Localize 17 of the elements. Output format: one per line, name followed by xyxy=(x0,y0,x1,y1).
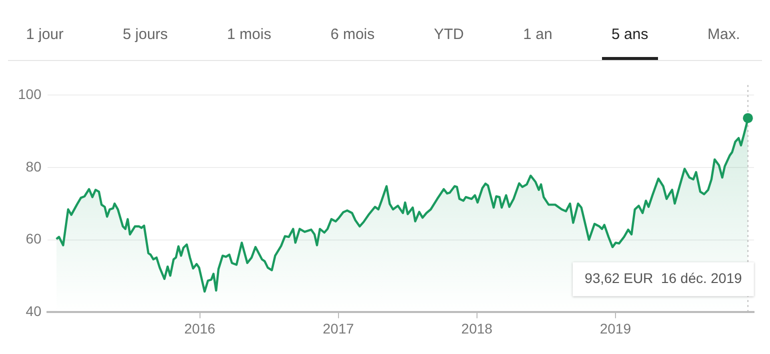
x-tick-label: 2017 xyxy=(322,320,354,336)
annotation: 93,62 EUR 16 déc. 2019 xyxy=(584,270,742,286)
x-tick-label: 2016 xyxy=(184,320,216,336)
text: YTD xyxy=(432,26,465,45)
x-tick-label: 2019 xyxy=(600,320,632,336)
text: Max. xyxy=(706,26,741,45)
y-tick-label: 80 xyxy=(26,158,42,174)
text: 1 an xyxy=(522,26,554,45)
x-tick-label: 2018 xyxy=(461,320,493,336)
y-tick-label: 60 xyxy=(26,230,42,247)
text: 1 mois xyxy=(226,26,272,45)
text: 1 jour xyxy=(25,26,65,45)
y-tick-label: 100 xyxy=(18,86,42,102)
text: 5 jours xyxy=(122,26,169,45)
text: 5 ans xyxy=(602,26,658,60)
y-tick-label: 40 xyxy=(26,303,42,320)
text: 6 mois xyxy=(329,26,376,45)
